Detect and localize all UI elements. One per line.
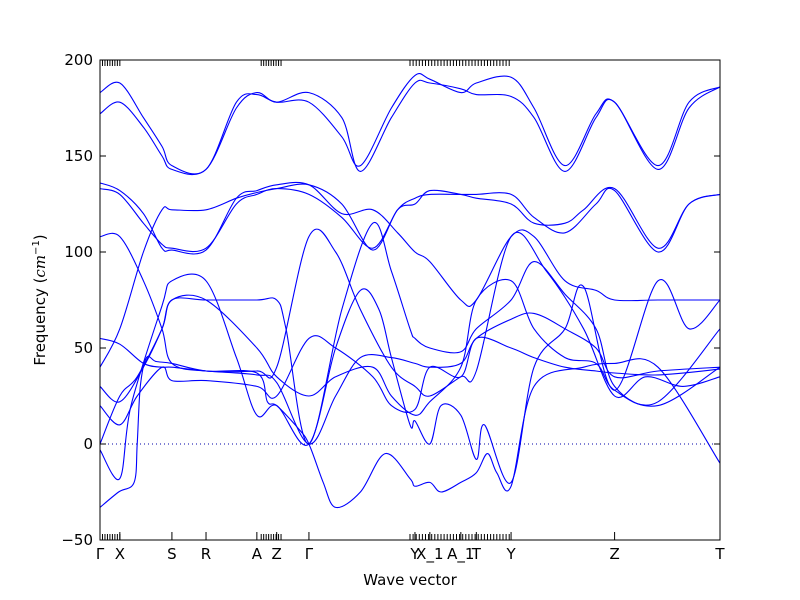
x-tick-label-2: S <box>167 545 177 563</box>
band-line-1 <box>99 355 721 509</box>
x-tick-label-9: A_1 <box>447 545 474 564</box>
x-tick-label-0: Γ <box>96 545 105 563</box>
x-tick-label-5: Z <box>272 545 282 563</box>
x-tick-label-11: Y <box>505 545 516 563</box>
band-line-7 <box>99 187 721 253</box>
band-line-10 <box>99 73 721 175</box>
band-line-8 <box>99 181 720 307</box>
x-axis-ticks: Γ X S R A Z Γ YX_1 A_1T Y Z T <box>96 532 725 564</box>
band-line-6 <box>99 228 721 399</box>
x-tick-label-4: A <box>252 545 263 563</box>
band-line-11 <box>99 279 721 416</box>
y-axis-label-main: Frequency ( <box>31 278 49 366</box>
band-line-9 <box>99 79 721 176</box>
band-line-2 <box>99 273 721 484</box>
x-tick-label-13: T <box>714 545 725 563</box>
band-lines <box>99 73 721 509</box>
y-axis-label-unit: cm <box>31 255 49 278</box>
plot-frame <box>99 59 721 541</box>
x-tick-label-8: X_1 <box>416 545 443 564</box>
x-axis-label: Wave vector <box>363 571 457 589</box>
y-tick-label-4: 150 <box>64 147 93 165</box>
y-tick-label-3: 100 <box>64 243 93 261</box>
band-line-12 <box>99 335 721 426</box>
x-tick-label-7: Y <box>409 545 420 563</box>
y-axis-label: Frequency (cm−1) <box>31 234 49 365</box>
y-tick-label-2: 50 <box>74 339 93 357</box>
x-tick-label-12: Z <box>609 545 619 563</box>
x-tick-label-1: X <box>115 545 125 563</box>
band-line-5 <box>99 312 721 445</box>
y-tick-label-5: 200 <box>64 51 93 69</box>
y-tick-label-0: −50 <box>61 531 93 549</box>
x-tick-label-10: T <box>471 545 482 563</box>
y-axis-label-exponent: −1 <box>31 240 42 255</box>
x-tick-label-6: Γ <box>305 545 314 563</box>
x-tick-label-3: R <box>201 545 211 563</box>
x-minor-ticks <box>99 60 510 540</box>
y-tick-label-1: 0 <box>83 435 93 453</box>
y-axis-label-end: ) <box>31 234 49 240</box>
band-line-4 <box>99 183 721 368</box>
band-line-3 <box>99 222 721 445</box>
